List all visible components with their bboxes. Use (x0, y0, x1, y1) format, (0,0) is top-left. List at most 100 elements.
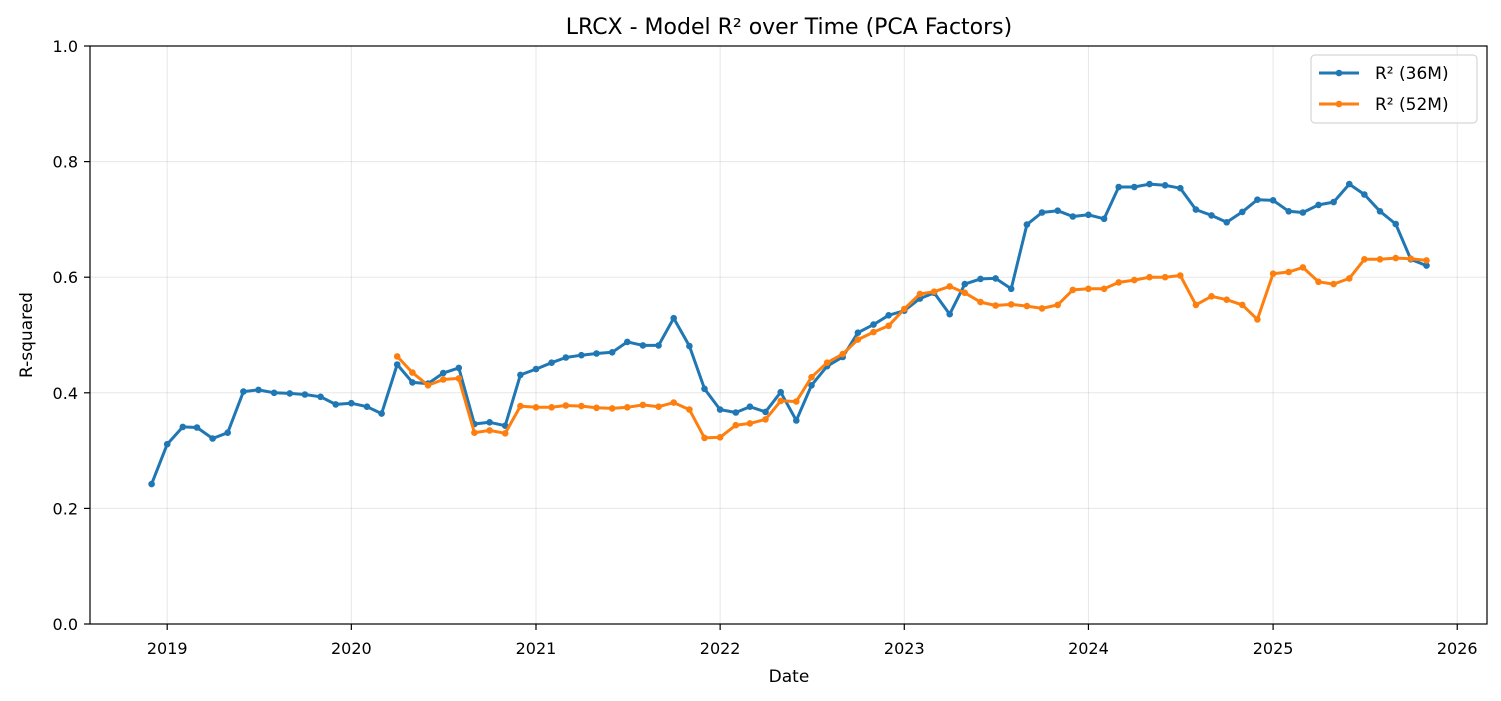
data-point (1054, 301, 1061, 309)
data-point (1285, 208, 1292, 215)
data-point (793, 398, 800, 405)
data-point (562, 402, 570, 409)
data-point (808, 373, 815, 381)
data-point (762, 416, 769, 423)
data-point (593, 404, 600, 412)
data-point (439, 369, 447, 377)
y-tick-label: 0.2 (53, 499, 78, 518)
data-point (1346, 180, 1353, 188)
x-tick-label: 2020 (331, 639, 372, 658)
data-point (808, 382, 815, 389)
data-point (378, 410, 385, 417)
y-tick-label: 0.0 (53, 615, 78, 634)
data-point (1192, 301, 1200, 309)
y-tick-label: 0.8 (53, 153, 78, 172)
data-point (977, 275, 984, 283)
data-point (548, 359, 555, 367)
data-point (854, 336, 862, 343)
data-point (209, 435, 216, 442)
data-point (532, 404, 540, 411)
data-point (639, 401, 647, 409)
series-0 (148, 180, 1430, 488)
data-point (1315, 201, 1322, 209)
legend-marker (1335, 100, 1343, 108)
data-point (701, 434, 708, 442)
data-point (393, 361, 401, 368)
data-point (1376, 255, 1384, 263)
data-point (486, 427, 493, 434)
data-point (1239, 301, 1246, 309)
data-point (1423, 262, 1430, 269)
data-point (701, 385, 708, 393)
data-point (1254, 196, 1261, 203)
grid (90, 45, 1487, 625)
data-point (1423, 257, 1430, 264)
data-point (593, 350, 600, 357)
data-point (1038, 305, 1046, 312)
data-point (608, 349, 616, 356)
data-point (179, 423, 187, 431)
data-point (670, 314, 677, 322)
data-point (1161, 182, 1169, 189)
data-point (1254, 316, 1261, 323)
series-line (150, 182, 1428, 486)
data-point (1192, 206, 1200, 213)
data-point (455, 375, 463, 382)
data-point (1054, 207, 1061, 214)
data-point (163, 440, 171, 448)
data-point (901, 305, 908, 313)
data-point (1223, 219, 1230, 226)
data-point (1131, 276, 1138, 284)
data-point (624, 338, 631, 346)
data-point (686, 342, 693, 350)
data-point (393, 353, 401, 360)
data-point (409, 369, 416, 376)
data-point (716, 406, 724, 413)
data-point (301, 391, 309, 398)
data-point (1085, 285, 1092, 293)
data-point (1269, 197, 1277, 204)
data-point (1177, 272, 1184, 279)
data-point (885, 312, 892, 319)
legend-label: R² (52M) (1375, 95, 1449, 115)
data-point (655, 403, 662, 411)
data-point (1146, 180, 1153, 188)
data-point (885, 322, 892, 330)
data-point (317, 393, 324, 401)
data-point (332, 401, 340, 408)
data-point (916, 290, 924, 298)
x-axis: 2019 2020 2021 2022 2023 2024 2025 2026 (147, 624, 1478, 658)
data-point (1407, 255, 1415, 262)
series-1 (393, 254, 1430, 442)
data-point (1239, 208, 1246, 216)
data-point (286, 390, 294, 397)
data-point (1376, 208, 1384, 215)
data-point (1069, 213, 1077, 220)
series-line (395, 256, 1428, 440)
data-point (961, 280, 969, 288)
data-point (1299, 209, 1307, 216)
data-point (1208, 293, 1215, 300)
data-point (439, 376, 447, 383)
data-point (1315, 278, 1322, 286)
data-point (348, 399, 355, 407)
data-point (854, 329, 862, 337)
data-point (1177, 184, 1184, 192)
data-point (501, 430, 509, 437)
data-point (148, 480, 155, 488)
data-point (193, 424, 201, 431)
data-point (946, 310, 953, 318)
data-point (270, 389, 278, 397)
data-point (716, 434, 724, 441)
data-point (1146, 273, 1153, 281)
data-point (746, 420, 754, 427)
y-tick-label: 0.6 (53, 268, 78, 287)
data-point (732, 409, 740, 416)
data-point (1392, 254, 1399, 262)
data-point (1330, 198, 1337, 206)
data-point (548, 404, 555, 411)
data-point (1115, 279, 1122, 286)
data-point (793, 417, 800, 424)
data-point (224, 429, 231, 437)
